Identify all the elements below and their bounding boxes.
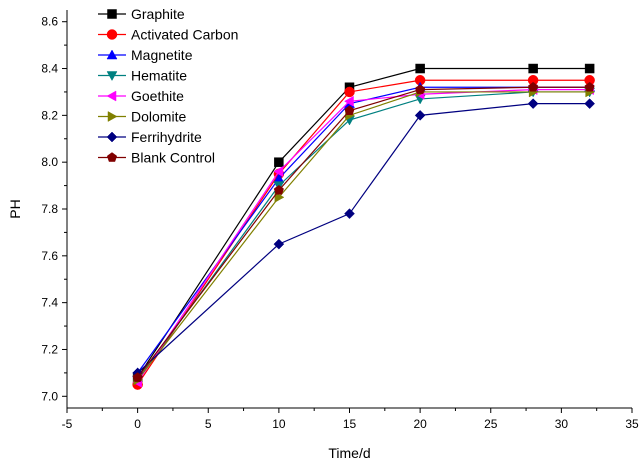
legend-entry: Activated Carbon	[98, 27, 238, 43]
y-tick-label: 7.4	[41, 296, 58, 310]
data-point	[274, 191, 285, 203]
legend-marker	[107, 111, 118, 122]
legend-label: Dolomite	[131, 109, 186, 125]
x-tick-label: 30	[555, 417, 569, 431]
series-line	[137, 103, 590, 374]
x-axis-title: Time/d	[328, 445, 370, 461]
legend-entry: Blank Control	[98, 150, 215, 166]
data-point	[584, 98, 595, 110]
data-point	[273, 166, 284, 177]
series-line	[137, 88, 590, 383]
y-tick-label: 7.6	[41, 249, 58, 263]
series-magnetite	[132, 81, 596, 378]
data-point	[414, 109, 426, 121]
series-line	[137, 91, 590, 381]
x-tick-label: 15	[343, 417, 357, 431]
axes: -5 0 5 10 15 20 25 30 35 7.0 7.2 7.4 7.6 7.8 8.0 8.2 8.4…	[41, 10, 639, 431]
series-line	[137, 79, 590, 385]
series-layer	[132, 63, 596, 390]
legend-label: Magnetite	[131, 47, 193, 63]
x-tick-label: 20	[413, 417, 427, 431]
legend-marker	[106, 90, 117, 102]
data-point	[343, 95, 354, 107]
legend-label: Activated Carbon	[131, 27, 238, 43]
y-tick-label: 8.0	[41, 155, 58, 169]
data-point	[415, 84, 426, 94]
legend-marker	[106, 71, 118, 82]
data-point	[344, 208, 355, 220]
x-tick-label: 25	[484, 417, 498, 431]
legend-entry: Hematite	[98, 68, 187, 84]
series-hematite	[132, 87, 596, 386]
y-tick-label: 7.0	[41, 389, 58, 403]
legend-label: Ferrihydrite	[131, 129, 202, 145]
legend-entry: Graphite	[98, 6, 185, 22]
legend-label: Graphite	[131, 6, 185, 22]
legend-marker	[106, 152, 118, 162]
series-blank-control	[132, 81, 595, 382]
legend-entry: Goethite	[98, 88, 184, 104]
data-point	[344, 105, 355, 115]
y-tick-label: 8.2	[41, 108, 58, 122]
legend-marker	[106, 49, 118, 60]
data-point	[274, 157, 284, 167]
legend-marker	[106, 29, 118, 40]
legend-label: Goethite	[131, 88, 184, 104]
legend-label: Blank Control	[131, 150, 215, 166]
series-graphite	[132, 63, 595, 383]
legend-marker	[106, 131, 118, 143]
legend-entry: Ferrihydrite	[98, 129, 202, 145]
data-point	[527, 98, 539, 110]
series-line	[137, 86, 590, 374]
x-tick-label: 10	[272, 417, 286, 431]
x-tick-label: 35	[625, 417, 639, 431]
legend-label: Hematite	[131, 68, 187, 84]
series-line	[137, 86, 590, 378]
x-tick-label: 0	[134, 417, 141, 431]
x-tick-label: -5	[62, 417, 73, 431]
data-point	[415, 63, 425, 74]
data-point	[132, 372, 143, 382]
y-tick-label: 7.8	[41, 202, 58, 216]
y-tick-label: 8.6	[41, 15, 58, 29]
x-tick-label: 5	[205, 417, 212, 431]
y-tick-label: 7.2	[41, 342, 58, 356]
data-point	[344, 86, 355, 98]
data-point	[584, 81, 595, 92]
data-point	[584, 63, 595, 74]
legend-entry: Dolomite	[98, 109, 186, 125]
series-line	[137, 67, 590, 378]
y-axis-title: PH	[7, 199, 23, 218]
data-point	[273, 184, 284, 195]
legend-marker	[107, 9, 117, 19]
legend-entry: Magnetite	[98, 47, 193, 63]
legend: Graphite Activated Carbon Magnetite Hematit…	[98, 6, 238, 166]
data-point	[528, 81, 539, 92]
data-point	[528, 63, 538, 74]
data-point	[273, 238, 285, 250]
series-dolomite	[133, 86, 596, 386]
series-activated-carbon	[132, 74, 595, 390]
series-line	[137, 91, 590, 381]
series-ferrihydrite	[132, 98, 595, 379]
y-tick-label: 8.4	[41, 62, 58, 76]
